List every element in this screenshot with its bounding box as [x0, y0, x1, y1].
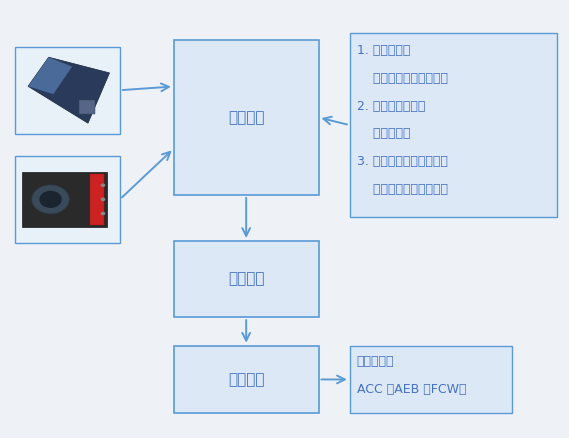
FancyBboxPatch shape	[174, 241, 319, 317]
FancyBboxPatch shape	[15, 155, 120, 243]
FancyBboxPatch shape	[22, 172, 107, 227]
Circle shape	[39, 191, 62, 208]
Circle shape	[101, 212, 105, 215]
Polygon shape	[28, 57, 110, 123]
Circle shape	[101, 184, 105, 187]
Text: 车辆、非车辆、行人等: 车辆、非车辆、行人等	[357, 72, 448, 85]
FancyBboxPatch shape	[15, 46, 120, 134]
Text: 2. 目标特性提取：: 2. 目标特性提取：	[357, 100, 425, 113]
Text: 角度、距离、相对速度: 角度、距离、相对速度	[357, 183, 448, 196]
Text: 1. 目标分类：: 1. 目标分类：	[357, 44, 410, 57]
FancyBboxPatch shape	[79, 99, 96, 114]
Text: ACC 、AEB 、FCW等: ACC 、AEB 、FCW等	[357, 382, 466, 396]
Text: 融合处理: 融合处理	[228, 110, 265, 125]
Circle shape	[32, 185, 69, 214]
FancyBboxPatch shape	[174, 346, 319, 413]
Text: 决策控制: 决策控制	[228, 372, 265, 387]
FancyBboxPatch shape	[90, 174, 104, 225]
FancyBboxPatch shape	[350, 346, 512, 413]
FancyBboxPatch shape	[174, 40, 319, 195]
Text: 应用功能：: 应用功能：	[357, 355, 394, 368]
Polygon shape	[28, 57, 72, 94]
Text: 中心、边缘: 中心、边缘	[357, 127, 410, 140]
FancyBboxPatch shape	[350, 33, 557, 217]
Text: 场景分析: 场景分析	[228, 272, 265, 286]
Text: 3. 目标位置和运动特性：: 3. 目标位置和运动特性：	[357, 155, 447, 168]
Circle shape	[101, 198, 105, 201]
